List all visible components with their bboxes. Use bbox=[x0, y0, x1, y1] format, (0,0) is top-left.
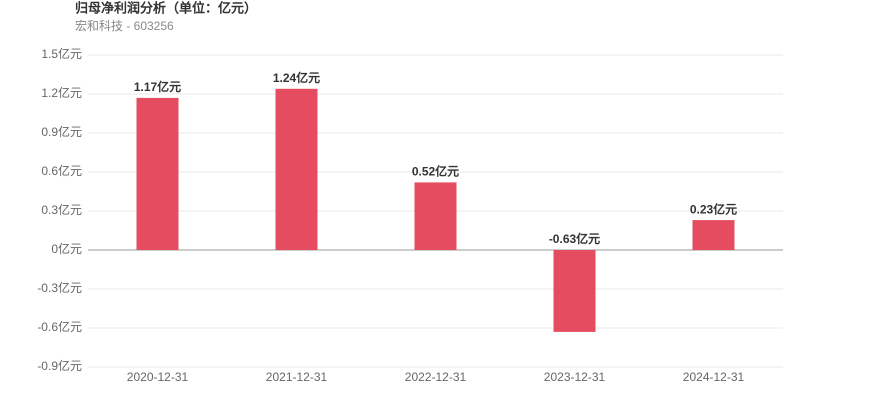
bar bbox=[553, 250, 596, 332]
bar bbox=[275, 88, 318, 250]
bar bbox=[692, 220, 735, 250]
y-tick-label: 0亿元 bbox=[51, 241, 82, 256]
chart-subtitle: 宏和科技 - 603256 bbox=[75, 18, 174, 33]
y-tick-label: -0.3亿元 bbox=[37, 280, 82, 295]
value-label: 1.17亿元 bbox=[134, 79, 181, 94]
value-label: -0.63亿元 bbox=[549, 231, 600, 246]
bar bbox=[136, 97, 179, 251]
y-tick-label: 0.6亿元 bbox=[41, 163, 82, 178]
bar bbox=[414, 182, 457, 250]
x-tick-label: 2020-12-31 bbox=[127, 370, 189, 384]
y-tick-label: -0.6亿元 bbox=[37, 319, 82, 334]
x-tick-label: 2023-12-31 bbox=[544, 370, 606, 384]
x-tick-label: 2024-12-31 bbox=[683, 370, 745, 384]
chart-title: 归母净利润分析（单位：亿元） bbox=[75, 0, 257, 15]
x-tick-label: 2021-12-31 bbox=[266, 370, 328, 384]
value-label: 0.23亿元 bbox=[690, 201, 737, 216]
y-tick-label: 0.3亿元 bbox=[41, 202, 82, 217]
x-tick-label: 2022-12-31 bbox=[405, 370, 467, 384]
value-label: 1.24亿元 bbox=[273, 70, 320, 85]
value-label: 0.52亿元 bbox=[412, 164, 459, 179]
y-tick-label: 1.5亿元 bbox=[41, 46, 82, 61]
y-tick-label: 1.2亿元 bbox=[41, 85, 82, 100]
y-tick-label: 0.9亿元 bbox=[41, 124, 82, 139]
y-tick-label: -0.9亿元 bbox=[37, 358, 82, 373]
